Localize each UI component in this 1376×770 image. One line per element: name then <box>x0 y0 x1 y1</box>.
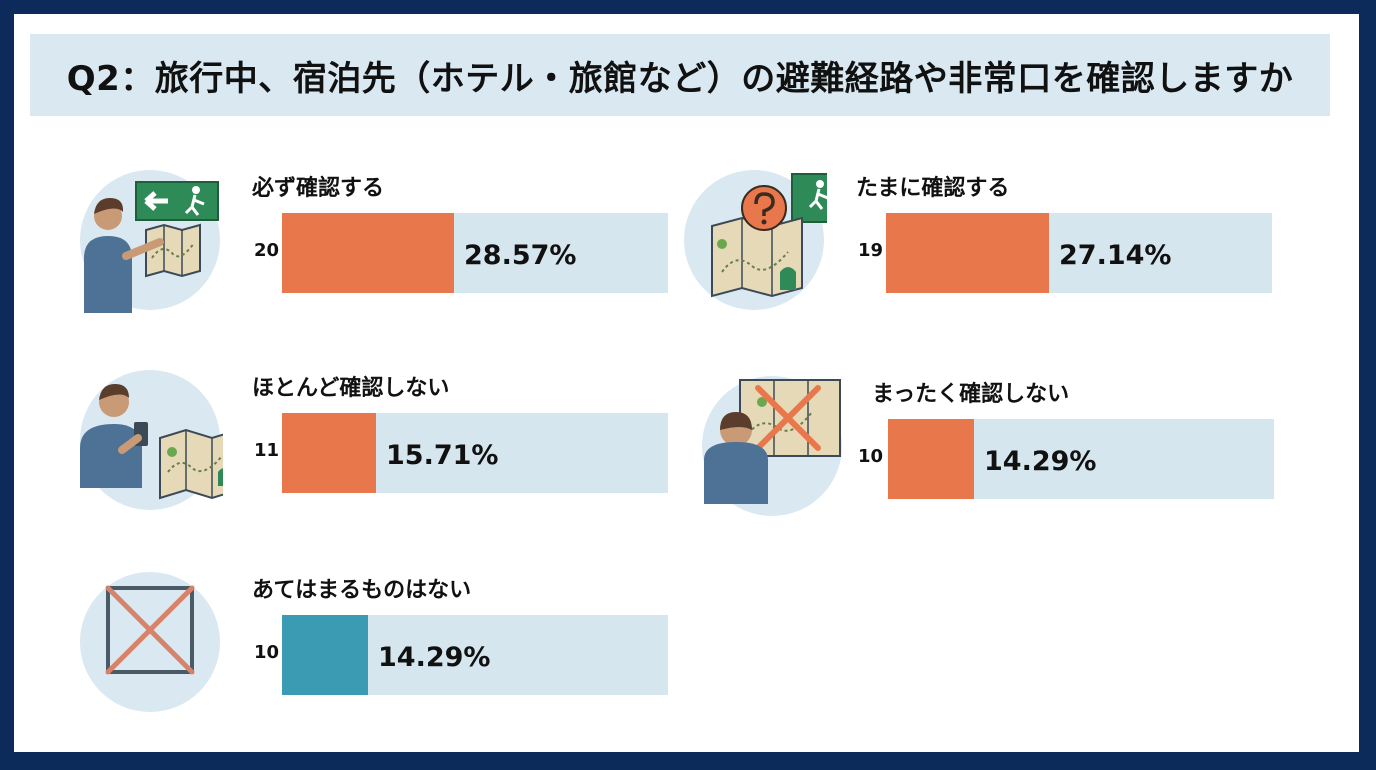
bar <box>886 213 1049 293</box>
item-label: あてはまるものはない <box>252 578 472 603</box>
bar-percent-label: 28.57% <box>464 240 577 271</box>
bar-track: 14.29% <box>888 419 1274 499</box>
item-rarely-check: ほとんど確認しない 11 15.71% <box>78 368 678 568</box>
bar <box>888 419 974 499</box>
bar <box>282 615 368 695</box>
item-label: まったく確認しない <box>872 382 1070 407</box>
bar-track: 14.29% <box>282 615 668 695</box>
item-count: 10 <box>858 446 884 467</box>
item-never-check: まったく確認しない 10 14.29% <box>700 374 1300 574</box>
item-sometimes-check: たまに確認する 19 27.14% <box>682 168 1282 368</box>
chart-title: Q2：旅行中、宿泊先（ホテル・旅館など）の避難経路や非常口を確認しますか <box>66 58 1294 99</box>
bar <box>282 213 454 293</box>
item-label: たまに確認する <box>856 176 1010 201</box>
item-count: 20 <box>254 240 280 261</box>
item-label: ほとんど確認しない <box>252 376 450 401</box>
person-crossed-map-icon <box>700 374 845 519</box>
item-count: 19 <box>858 240 884 261</box>
bar-percent-label: 14.29% <box>378 642 491 673</box>
crossed-box-icon <box>78 570 223 715</box>
item-count: 10 <box>254 642 280 663</box>
bar <box>282 413 376 493</box>
bar-track: 27.14% <box>886 213 1272 293</box>
item-label: 必ず確認する <box>252 176 385 201</box>
chart-card <box>14 14 1359 752</box>
bar-percent-label: 15.71% <box>386 440 499 471</box>
item-count: 11 <box>254 440 280 461</box>
bar-percent-label: 27.14% <box>1059 240 1172 271</box>
person-map-exit-sign-icon <box>78 168 223 313</box>
title-band <box>30 34 1330 116</box>
bar-track: 28.57% <box>282 213 668 293</box>
item-always-check: 必ず確認する 20 28.57% <box>78 168 678 368</box>
bar-percent-label: 14.29% <box>984 446 1097 477</box>
item-none-apply: あてはまるものはない 10 14.29% <box>78 570 678 770</box>
bar-track: 15.71% <box>282 413 668 493</box>
map-question-exit-sign-icon <box>682 168 827 313</box>
person-phone-map-icon <box>78 368 223 513</box>
